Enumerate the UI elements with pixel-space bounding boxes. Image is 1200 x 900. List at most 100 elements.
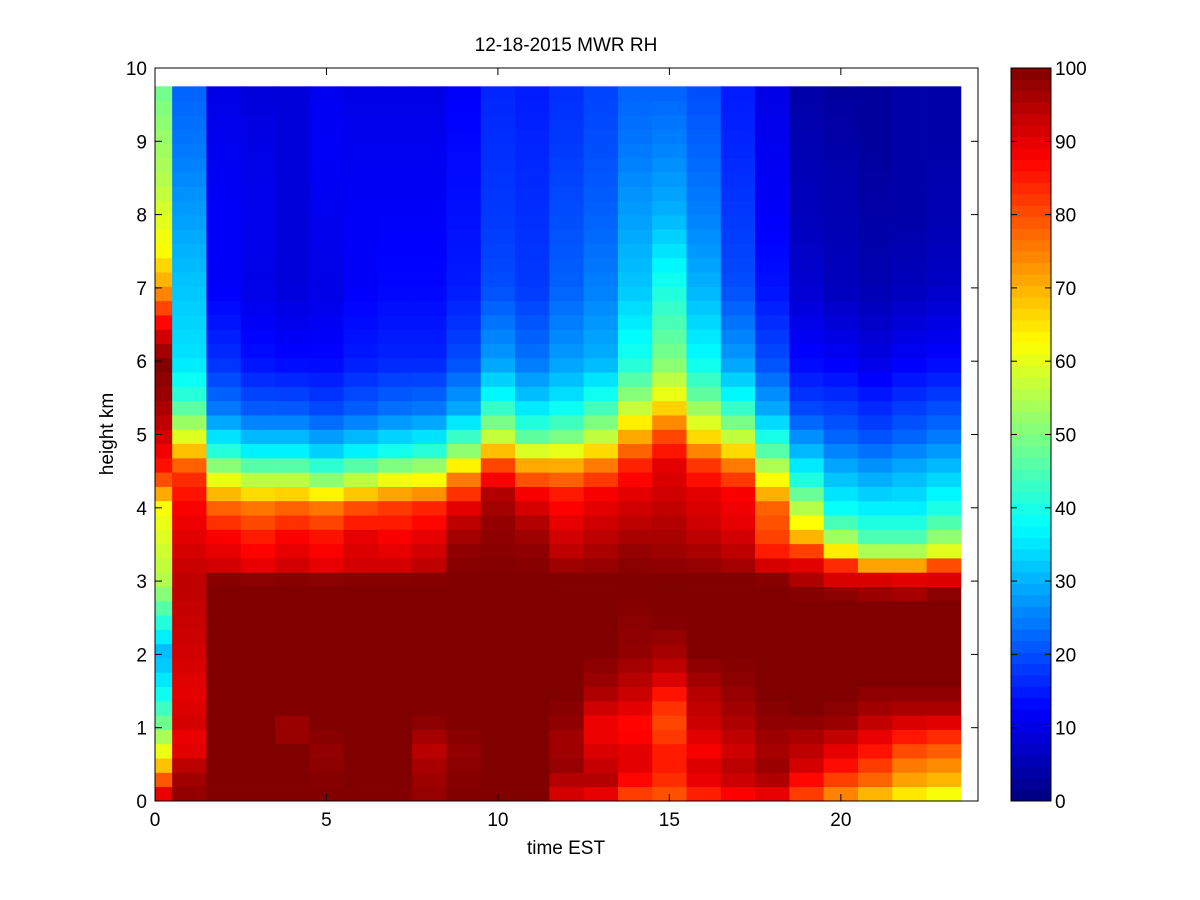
heatmap-cell bbox=[789, 243, 825, 259]
heatmap-cell bbox=[583, 672, 619, 688]
heatmap-cell bbox=[172, 157, 207, 173]
heatmap-cell bbox=[892, 672, 927, 688]
heatmap-cell bbox=[755, 172, 790, 187]
heatmap-cell bbox=[155, 643, 173, 659]
heatmap-cell bbox=[617, 100, 653, 116]
heatmap-cell bbox=[515, 472, 550, 487]
heatmap-cell bbox=[172, 515, 207, 530]
heatmap-cell bbox=[789, 586, 825, 602]
heatmap-cell bbox=[275, 643, 310, 659]
heatmap-cell bbox=[446, 229, 482, 244]
heatmap-cell bbox=[926, 615, 962, 630]
heatmap-cell bbox=[240, 386, 276, 402]
heatmap-cell bbox=[652, 758, 687, 773]
heatmap-cell bbox=[240, 200, 276, 216]
heatmap-cell bbox=[892, 186, 927, 202]
heatmap-cell bbox=[652, 272, 687, 287]
heatmap-cell bbox=[892, 386, 927, 402]
colorbar-band bbox=[1011, 308, 1051, 321]
heatmap-cell bbox=[206, 600, 242, 616]
heatmap-cell bbox=[446, 515, 482, 530]
heatmap-cell bbox=[652, 672, 687, 688]
colorbar-band bbox=[1011, 732, 1051, 745]
colorbar-band bbox=[1011, 388, 1051, 401]
heatmap-cell bbox=[480, 372, 516, 387]
heatmap-cell bbox=[686, 643, 722, 659]
heatmap-cell bbox=[686, 629, 722, 645]
y-axis: 0 1 2 3 4 5 6 7 8 9 10 bbox=[126, 59, 978, 813]
heatmap-cell bbox=[755, 114, 790, 130]
heatmap-cell bbox=[789, 558, 825, 573]
colorbar-band bbox=[1011, 182, 1051, 195]
heatmap-cell bbox=[206, 100, 242, 116]
heatmap-cell bbox=[155, 758, 173, 773]
heatmap-cell bbox=[172, 86, 207, 102]
heatmap-cell bbox=[155, 257, 173, 273]
heatmap-cell bbox=[720, 643, 756, 659]
heatmap-cell bbox=[275, 558, 310, 573]
heatmap-cell bbox=[275, 172, 310, 187]
heatmap-cell bbox=[720, 86, 756, 102]
heatmap-cell bbox=[789, 172, 825, 187]
heatmap-cell bbox=[755, 443, 790, 459]
heatmap-cell bbox=[789, 143, 825, 159]
heatmap-cell bbox=[755, 743, 790, 759]
heatmap-cell bbox=[206, 629, 242, 645]
heatmap-cell bbox=[515, 486, 550, 502]
heatmap-cell bbox=[857, 572, 893, 587]
heatmap-cell bbox=[155, 329, 173, 344]
heatmap-cell bbox=[583, 772, 619, 788]
heatmap-cell bbox=[309, 286, 344, 302]
heatmap-cell bbox=[275, 429, 310, 445]
colorbar-band bbox=[1011, 354, 1051, 367]
y-tick-label: 9 bbox=[136, 132, 147, 153]
heatmap-cell bbox=[172, 400, 207, 416]
heatmap-cell bbox=[789, 229, 825, 244]
heatmap-cell bbox=[377, 672, 413, 688]
heatmap-cell bbox=[309, 686, 344, 702]
heatmap-cell bbox=[823, 443, 859, 459]
heatmap-cell bbox=[240, 600, 276, 616]
heatmap-cell bbox=[755, 700, 790, 716]
heatmap-cell bbox=[343, 229, 379, 244]
heatmap-cell bbox=[857, 172, 893, 187]
heatmap-cell bbox=[155, 629, 173, 645]
heatmap-cell bbox=[515, 257, 550, 273]
heatmap-cell bbox=[377, 372, 413, 387]
heatmap-cell bbox=[446, 214, 482, 230]
colorbar-tick-label: 70 bbox=[1055, 279, 1076, 300]
heatmap-cell bbox=[892, 114, 927, 130]
heatmap-cell bbox=[343, 114, 379, 130]
heatmap-cell bbox=[926, 729, 962, 745]
heatmap-cell bbox=[412, 400, 447, 416]
heatmap-cell bbox=[686, 486, 722, 502]
heatmap-cell bbox=[789, 700, 825, 716]
heatmap-cell bbox=[275, 515, 310, 530]
heatmap-cell bbox=[275, 229, 310, 244]
heatmap-cell bbox=[720, 386, 756, 402]
heatmap-cell bbox=[583, 457, 619, 473]
heatmap-cell bbox=[343, 529, 379, 545]
heatmap-cell bbox=[617, 157, 653, 173]
heatmap-cell bbox=[240, 558, 276, 573]
heatmap-cell bbox=[549, 572, 585, 587]
y-tick-label: 5 bbox=[136, 426, 147, 447]
heatmap-cell bbox=[892, 543, 927, 559]
heatmap-cell bbox=[549, 758, 585, 773]
heatmap-cell bbox=[377, 686, 413, 702]
heatmap-cell bbox=[412, 357, 447, 373]
heatmap-cell bbox=[720, 615, 756, 630]
heatmap-cell bbox=[789, 629, 825, 645]
heatmap-cell bbox=[926, 229, 962, 244]
heatmap-cell bbox=[652, 558, 687, 573]
heatmap-cell bbox=[720, 529, 756, 545]
heatmap-cell bbox=[275, 758, 310, 773]
heatmap-cell bbox=[720, 415, 756, 430]
heatmap-cell bbox=[617, 143, 653, 159]
heatmap-cell bbox=[755, 772, 790, 788]
heatmap-cell bbox=[275, 500, 310, 516]
colorbar-band bbox=[1011, 125, 1051, 138]
heatmap-cell bbox=[926, 415, 962, 430]
heatmap-cell bbox=[275, 214, 310, 230]
heatmap-cell bbox=[206, 515, 242, 530]
